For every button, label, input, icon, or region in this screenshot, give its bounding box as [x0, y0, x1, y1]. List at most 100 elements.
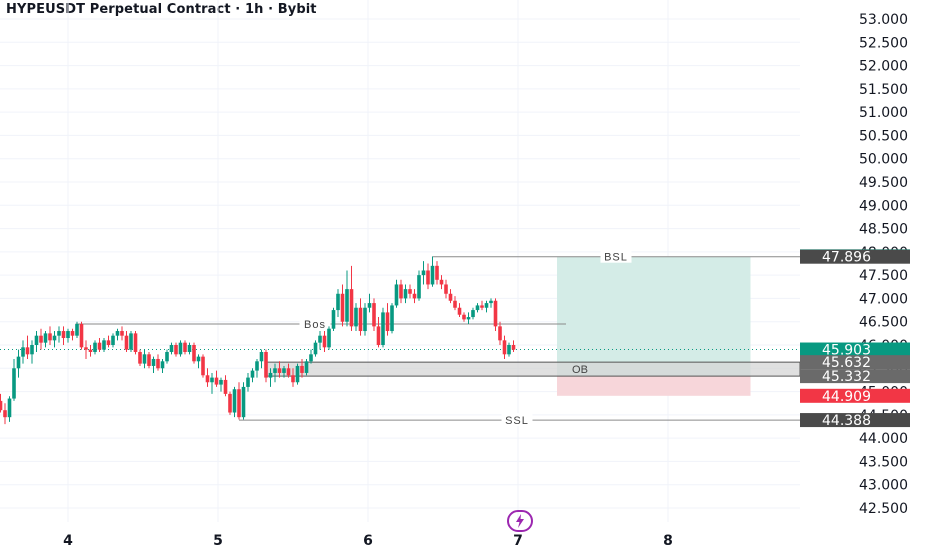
y-tick-label: 51.500 — [859, 82, 908, 98]
y-tick-label: 47.000 — [859, 291, 908, 307]
candle-body — [259, 351, 264, 362]
candle-body — [160, 361, 165, 369]
price-label-bg — [800, 355, 910, 370]
candle-body — [192, 345, 196, 362]
y-tick-label: 42.500 — [859, 501, 908, 517]
candle-body — [385, 312, 390, 332]
y-tick-label: 46.500 — [859, 315, 908, 331]
candle-body — [349, 289, 354, 327]
candle-body — [484, 303, 489, 308]
annotation-label: BSL — [604, 252, 628, 264]
candle-body — [84, 347, 88, 350]
x-tick-label: 8 — [663, 533, 673, 549]
candle-body — [106, 340, 111, 345]
candle-body — [165, 351, 169, 362]
candle-body — [156, 358, 160, 369]
candle-body — [21, 347, 25, 357]
candle-body — [210, 377, 214, 383]
candle-body — [367, 303, 372, 308]
candle-body — [457, 307, 462, 315]
ob-zone — [265, 361, 801, 377]
candle-body — [48, 333, 52, 341]
candle-body — [102, 340, 106, 350]
candle-body — [16, 356, 21, 369]
candle-body — [7, 398, 12, 418]
candle-body — [453, 300, 457, 308]
candle-body — [3, 410, 7, 418]
y-tick-label: 47.500 — [859, 268, 908, 284]
candles — [0, 256, 516, 425]
candle-body — [133, 333, 138, 352]
candle-body — [120, 331, 124, 336]
x-tick-label: 4 — [63, 533, 73, 549]
candle-body — [228, 393, 232, 413]
candle-body — [313, 342, 318, 355]
candle-body — [444, 284, 448, 294]
candle-body — [196, 356, 201, 362]
price-label-bg — [800, 369, 910, 384]
price-label: 47.896 — [822, 250, 871, 266]
lightning-icon[interactable] — [507, 510, 533, 532]
x-tick-label: 6 — [363, 533, 373, 549]
candle-body — [250, 370, 255, 378]
price-label-bg — [800, 413, 910, 428]
y-tick-label: 49.500 — [859, 175, 908, 191]
candle-body — [394, 284, 399, 306]
candle-body — [246, 377, 250, 387]
candle-body — [502, 340, 507, 355]
candle-body — [480, 305, 484, 308]
y-tick-label: 50.000 — [859, 152, 908, 168]
candle-body — [466, 317, 471, 320]
candle-body — [219, 379, 223, 385]
candle-body — [421, 270, 426, 276]
candle-body — [43, 333, 48, 343]
candle-body — [511, 345, 516, 350]
zones: OB — [265, 256, 801, 396]
candle-body — [124, 335, 129, 350]
candle-body — [264, 351, 268, 378]
candle-body — [345, 289, 349, 322]
candle-body — [142, 354, 147, 364]
price-label: 45.903 — [822, 343, 871, 359]
candle-body — [61, 331, 66, 339]
annotation-lines: BSL Bos SSL — [0, 249, 800, 427]
y-tick-label: 51.000 — [859, 105, 908, 121]
x-tick-label: 5 — [213, 533, 223, 549]
candle-body — [286, 368, 291, 376]
x-tick-label: 7 — [513, 533, 523, 549]
candle-body — [399, 284, 403, 299]
candle-body — [57, 331, 61, 336]
y-tick-label: 52.500 — [859, 35, 908, 51]
candle-body — [255, 361, 259, 371]
annotation-label: SSL — [505, 415, 529, 427]
annotation-label-bg — [299, 317, 331, 331]
candle-body — [376, 326, 381, 345]
candle-body — [493, 300, 498, 327]
candle-body — [115, 331, 120, 336]
candle-body — [426, 270, 430, 285]
candle-body — [66, 331, 70, 339]
candle-body — [183, 342, 187, 352]
candle-body — [30, 345, 34, 355]
candle-body — [111, 335, 115, 345]
candle-body — [390, 305, 394, 332]
candle-body — [178, 342, 183, 355]
y-tick-label: 48.500 — [859, 222, 908, 238]
candle-body — [295, 365, 300, 383]
candle-body — [151, 358, 156, 366]
candle-body — [439, 279, 444, 285]
y-tick-label: 50.500 — [859, 128, 908, 144]
y-tick-label: 44.000 — [859, 431, 908, 447]
ob-label: OB — [572, 364, 588, 376]
candle-body — [129, 333, 133, 350]
candle-body — [169, 345, 174, 352]
annotation-label-bg — [600, 249, 632, 263]
candle-body — [471, 310, 475, 318]
candle-body — [273, 368, 277, 373]
candle-body — [79, 324, 84, 348]
candle-body — [0, 400, 3, 411]
candle-body — [174, 345, 178, 355]
candle-body — [435, 265, 439, 280]
candle-body — [232, 389, 237, 413]
